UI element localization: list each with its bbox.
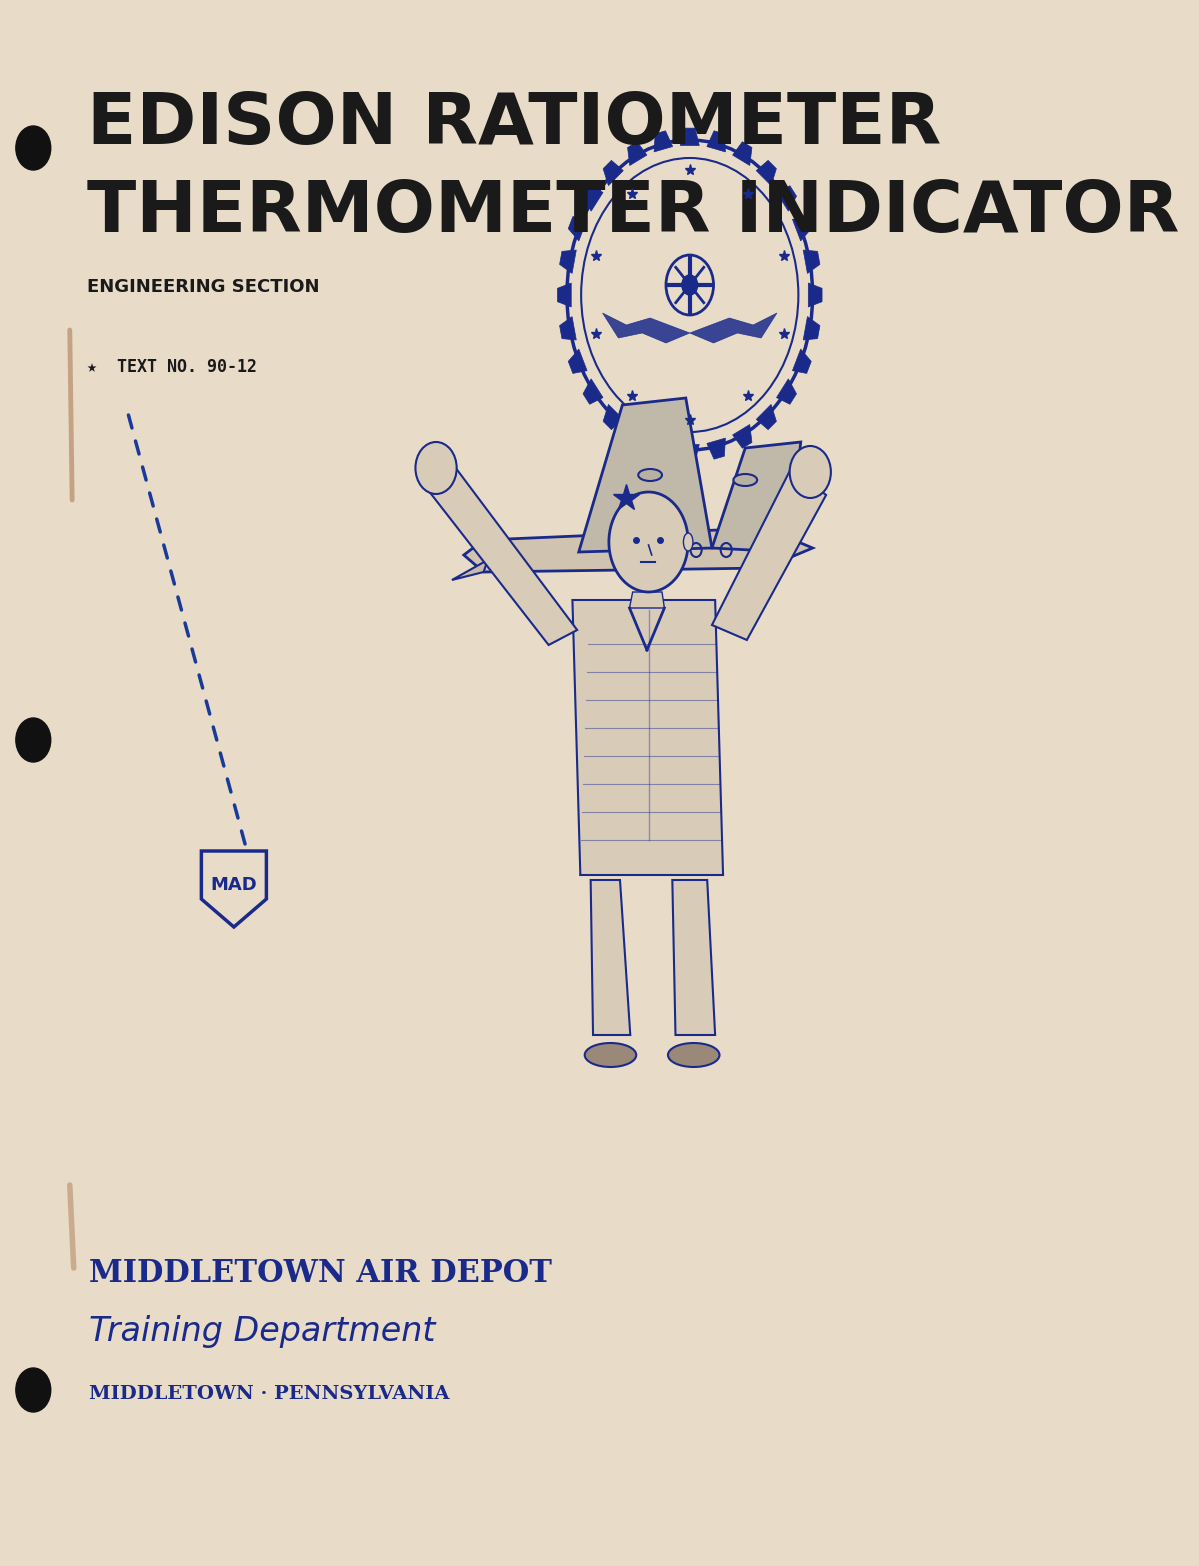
Polygon shape [558, 283, 571, 307]
Polygon shape [580, 855, 723, 875]
Polygon shape [757, 160, 777, 186]
Polygon shape [673, 880, 715, 1035]
Circle shape [16, 1369, 50, 1413]
Circle shape [790, 446, 831, 498]
Ellipse shape [734, 474, 757, 485]
Ellipse shape [585, 1043, 637, 1066]
Polygon shape [627, 424, 647, 448]
Polygon shape [201, 850, 266, 927]
Polygon shape [655, 438, 673, 459]
Polygon shape [777, 186, 796, 211]
Polygon shape [629, 592, 664, 608]
Polygon shape [452, 507, 492, 554]
Polygon shape [803, 251, 820, 274]
Ellipse shape [638, 468, 662, 481]
Polygon shape [733, 143, 752, 166]
Circle shape [16, 717, 50, 763]
Text: ENGINEERING SECTION: ENGINEERING SECTION [88, 279, 320, 296]
Polygon shape [757, 404, 777, 429]
Polygon shape [808, 283, 823, 307]
Ellipse shape [683, 532, 693, 551]
Polygon shape [464, 528, 813, 572]
Text: MIDDLETOWN AIR DEPOT: MIDDLETOWN AIR DEPOT [89, 1257, 552, 1289]
Polygon shape [422, 465, 577, 645]
Polygon shape [568, 216, 588, 241]
Polygon shape [680, 445, 699, 462]
Polygon shape [568, 349, 588, 373]
Polygon shape [803, 316, 820, 340]
Circle shape [665, 255, 713, 315]
Polygon shape [591, 880, 631, 1035]
Polygon shape [689, 313, 777, 343]
Polygon shape [655, 132, 673, 152]
Polygon shape [627, 143, 647, 166]
Text: Training Department: Training Department [89, 1315, 435, 1348]
Polygon shape [572, 600, 723, 875]
Polygon shape [603, 404, 623, 429]
Polygon shape [707, 132, 725, 152]
Text: MAD: MAD [211, 875, 258, 894]
Circle shape [16, 125, 50, 171]
Circle shape [415, 442, 457, 493]
Text: EDISON RATIOMETER: EDISON RATIOMETER [88, 89, 941, 160]
Text: THERMOMETER INDICATOR: THERMOMETER INDICATOR [88, 179, 1180, 247]
Polygon shape [579, 398, 712, 551]
Polygon shape [777, 379, 796, 404]
Polygon shape [793, 216, 812, 241]
Polygon shape [583, 186, 603, 211]
Polygon shape [603, 160, 623, 186]
Polygon shape [560, 316, 577, 340]
Polygon shape [707, 438, 725, 459]
Text: MIDDLETOWN · PENNSYLVANIA: MIDDLETOWN · PENNSYLVANIA [89, 1384, 450, 1403]
Circle shape [609, 492, 688, 592]
Polygon shape [583, 379, 603, 404]
Text: ★  TEXT NO. 90-12: ★ TEXT NO. 90-12 [88, 359, 258, 376]
Polygon shape [712, 442, 801, 551]
Polygon shape [560, 251, 577, 274]
Polygon shape [680, 128, 699, 146]
Polygon shape [733, 424, 752, 448]
Polygon shape [793, 349, 812, 373]
Polygon shape [603, 313, 689, 343]
Circle shape [682, 276, 698, 294]
Ellipse shape [668, 1043, 719, 1066]
Polygon shape [712, 468, 826, 640]
Polygon shape [452, 561, 488, 579]
